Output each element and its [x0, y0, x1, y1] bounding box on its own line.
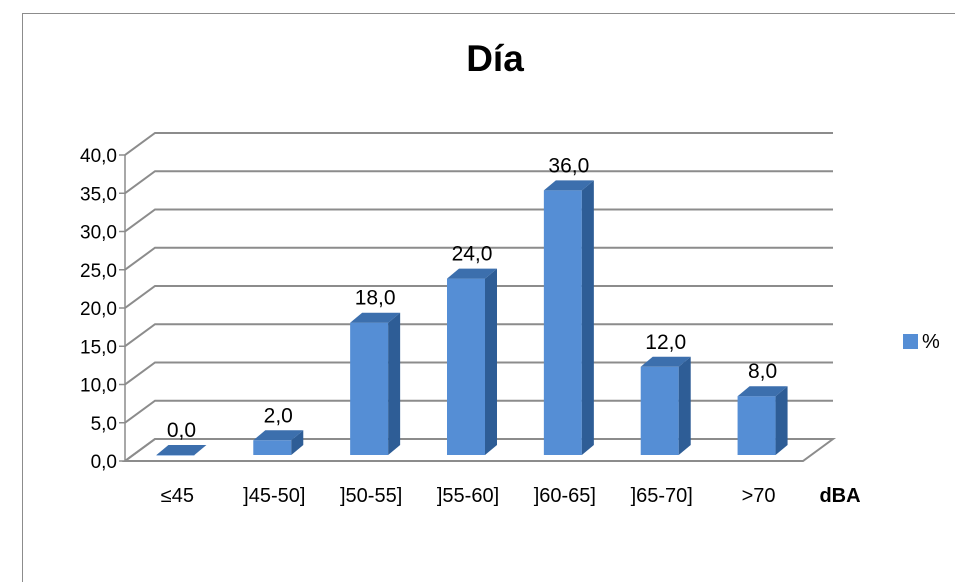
legend-swatch: [903, 334, 918, 349]
bar-front: [253, 440, 292, 455]
bar-front: [737, 396, 776, 455]
bar-front: [156, 455, 195, 456]
chart-border-left: [22, 13, 23, 582]
y-tick-label: 5,0: [91, 414, 117, 435]
y-tick-label: 20,0: [80, 299, 117, 320]
bar-top: [156, 445, 207, 455]
data-label: 24,0: [452, 243, 493, 266]
data-label: 2,0: [264, 404, 293, 427]
floor-plane: [121, 438, 837, 462]
bar-top: [350, 312, 401, 323]
bar-top: [447, 268, 497, 279]
x-axis-label: dBA: [819, 485, 860, 507]
y-tick-label: 10,0: [80, 376, 117, 397]
data-label: 0,0: [167, 419, 196, 442]
bar-top: [640, 356, 691, 367]
gridline: [124, 323, 833, 348]
gridline: [124, 361, 833, 386]
gridline: [124, 246, 833, 271]
y-tick-label: 0,0: [91, 452, 117, 473]
gridline: [124, 399, 833, 424]
gridline: [124, 208, 833, 233]
bar-top: [737, 386, 788, 397]
bar-side: [581, 180, 594, 455]
category-label: ]65-70]: [631, 485, 693, 507]
gridline: [124, 132, 833, 156]
data-label: 12,0: [645, 331, 686, 354]
category-label: ≤45: [161, 485, 194, 507]
data-label: 18,0: [355, 287, 396, 310]
bar-front: [543, 190, 582, 455]
bar-side: [678, 356, 691, 455]
y-tick-label: 30,0: [80, 223, 117, 244]
category-label: ]50-55]: [340, 485, 402, 507]
bar-top: [543, 180, 594, 191]
bar-front: [447, 278, 485, 455]
y-tick-label: 25,0: [80, 261, 117, 282]
category-label: ]55-60]: [437, 485, 499, 507]
bar-side: [485, 268, 497, 455]
category-label: ]60-65]: [534, 485, 596, 507]
category-label: >70: [742, 485, 776, 507]
bar-side: [388, 312, 401, 455]
bar-side: [775, 386, 788, 455]
chart-border-top: [22, 13, 955, 14]
y-tick-label: 40,0: [80, 146, 117, 167]
y-tick-label: 15,0: [80, 337, 117, 358]
bar-top: [253, 430, 304, 441]
legend-label: %: [922, 331, 940, 353]
chart-title: Día: [466, 38, 524, 79]
data-label: 36,0: [548, 154, 589, 177]
data-label: 8,0: [748, 360, 777, 383]
bar-side: [291, 430, 304, 455]
gridline: [124, 170, 833, 195]
gridline: [124, 285, 833, 309]
bar-front: [640, 366, 679, 455]
category-label: ]45-50]: [243, 485, 305, 507]
bar-front: [350, 322, 389, 455]
y-tick-label: 35,0: [80, 184, 117, 205]
